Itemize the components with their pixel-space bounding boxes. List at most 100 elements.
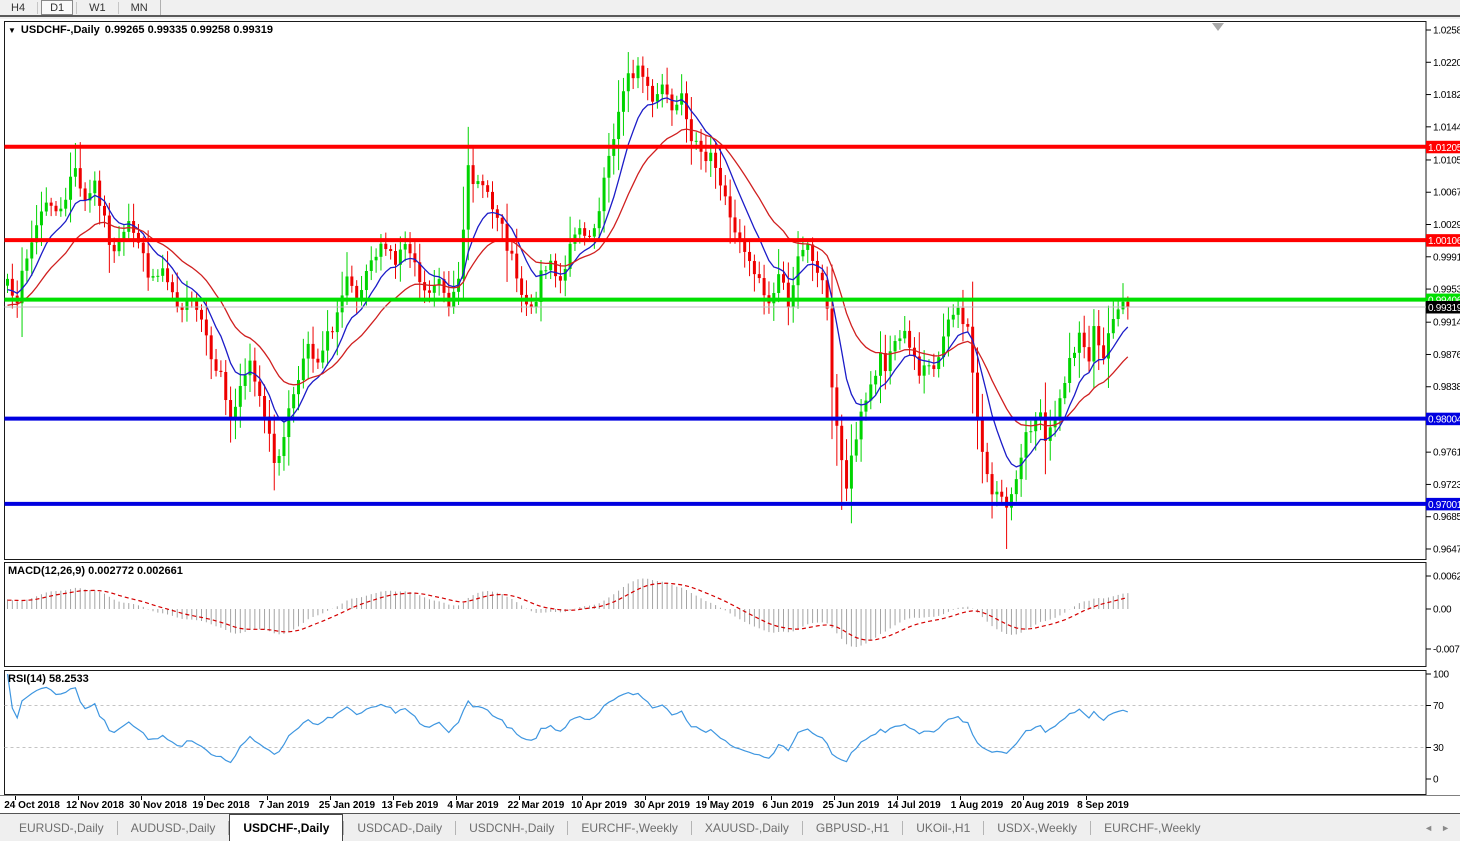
candle-body (966, 324, 970, 327)
candle-body (364, 270, 368, 291)
candle-body (626, 73, 630, 92)
chart-tab-gbpusd-h1[interactable]: GBPUSD-,H1 (815, 820, 890, 835)
tabs-scroll-right-icon[interactable]: ► (1441, 822, 1450, 833)
macd-histogram (7, 578, 1129, 647)
candle-body (20, 270, 24, 304)
candle-body (258, 381, 262, 396)
timeframe-button-h4[interactable]: H4 (11, 1, 26, 14)
candle-body (107, 215, 111, 245)
candle-body (505, 223, 509, 251)
candle-body (427, 290, 431, 293)
candle-body (263, 395, 267, 417)
tab-separator (801, 820, 803, 835)
candle-body (651, 85, 655, 102)
rsi-axis[interactable]: 100 70 30 0 (1426, 670, 1450, 786)
candle-body (1111, 318, 1115, 334)
chart-canvas[interactable]: 1.02580 1.02200 1.01820 1.01440 1.01050 1.006… (0, 19, 1460, 795)
tab-separator (690, 820, 692, 835)
date-tick (897, 796, 898, 800)
chart-tab-xauusd-daily[interactable]: XAUUSD-,Daily (704, 820, 789, 835)
date-axis[interactable]: 24 Oct 2018 12 Nov 2018 30 Nov 2018 19 Dec … (0, 795, 1460, 813)
rsi-tick-label: 100 (1433, 670, 1450, 681)
timeframe-button-d1[interactable]: D1 (41, 0, 74, 15)
tabs-scroll-left-icon[interactable]: ◄ (1424, 822, 1434, 833)
candle-body (1126, 301, 1130, 307)
candle-body (413, 253, 417, 263)
chart-tab-eurchf-weekly[interactable]: EURCHF-,Weekly (581, 820, 678, 835)
candle-body (112, 244, 116, 252)
candle-body (73, 168, 77, 177)
candle-body (752, 261, 756, 275)
date-tick (78, 796, 79, 800)
timeframe-button-mn[interactable]: MN (130, 1, 148, 14)
candle-body (345, 276, 349, 296)
candle-body (777, 274, 781, 294)
date-tick (645, 796, 646, 800)
candle-body (976, 372, 979, 420)
candle-body (825, 280, 829, 309)
chart-tab-eurusd-daily[interactable]: EURUSD-,Daily (19, 820, 104, 835)
hline-price-label-box (1426, 497, 1460, 511)
chart-window[interactable]: 1.02580 1.02200 1.01820 1.01440 1.01050 1.006… (0, 19, 1460, 795)
macd-axis[interactable]: 0.006286 0.00 -0.00762 (1426, 571, 1460, 656)
candle-body (170, 282, 174, 293)
hline-price-label: 1.01205 (1428, 143, 1460, 154)
symbol-dropdown-icon[interactable]: ▼ (8, 25, 16, 35)
macd-tick-label: -0.00762 (1433, 645, 1460, 656)
chart-tab-usdcnh-daily[interactable]: USDCNH-,Daily (469, 820, 555, 835)
candle-body (922, 365, 926, 376)
candle-body (602, 177, 606, 212)
candle-body (864, 400, 868, 412)
candle-body (180, 306, 184, 310)
candle-body (849, 455, 853, 489)
candle-body (30, 242, 34, 259)
candle-body (757, 274, 761, 279)
date-tick (330, 796, 331, 800)
candle-body (103, 205, 106, 216)
price-axis[interactable]: 1.02580 1.02200 1.01820 1.01440 1.01050 1.006… (1426, 26, 1460, 556)
candle-body (398, 249, 402, 265)
price-tick-label: 1.01050 (1433, 155, 1460, 166)
hline-price-label-box (1426, 234, 1460, 247)
candle-body (471, 165, 475, 185)
chart-tab-usdcad-daily[interactable]: USDCAD-,Daily (357, 820, 443, 835)
candle-body (1053, 416, 1057, 428)
current-price-label: 0.99319 (1428, 303, 1460, 314)
candle-body (786, 282, 790, 308)
candle-body (515, 253, 519, 279)
toolbar-separator (117, 1, 119, 14)
rsi-line (6, 673, 1129, 764)
chart-shift-marker[interactable] (1212, 23, 1224, 31)
date-tick (204, 796, 205, 800)
candle-body (209, 335, 213, 360)
hline-price-label-box (1426, 140, 1460, 154)
chart-tab-ukoil-h1[interactable]: UKOil-,H1 (916, 820, 971, 835)
candle-body (879, 353, 882, 376)
candle-body (782, 274, 785, 283)
chart-tab-usdx-weekly[interactable]: USDX-,Weekly (997, 820, 1078, 835)
panel-borders (4, 21, 1427, 795)
candle-body (185, 298, 189, 310)
candle-body (394, 250, 397, 265)
tab-separator (983, 820, 985, 835)
candle-body (733, 217, 737, 233)
candle-body (166, 268, 170, 283)
candle-body (272, 433, 276, 463)
timeframe-button-w1[interactable]: W1 (89, 1, 106, 14)
candle-body (1082, 332, 1086, 348)
date-tick (582, 796, 583, 800)
candle-body (840, 425, 844, 461)
candle-body (1014, 479, 1018, 495)
candle-body (762, 278, 766, 296)
price-tick-label: 1.02580 (1433, 26, 1460, 37)
candle-body (432, 284, 436, 293)
chart-tab-eurchf-weekly[interactable]: EURCHF-,Weekly (1104, 820, 1201, 835)
date-tick (141, 796, 142, 800)
candle-body (466, 165, 470, 230)
chart-tab-audusd-daily[interactable]: AUDUSD-,Daily (130, 820, 216, 835)
candle-body (1092, 326, 1096, 362)
chart-tab-usdchf-daily[interactable]: USDCHF-,Daily (229, 814, 344, 841)
date-tick (1023, 796, 1024, 800)
